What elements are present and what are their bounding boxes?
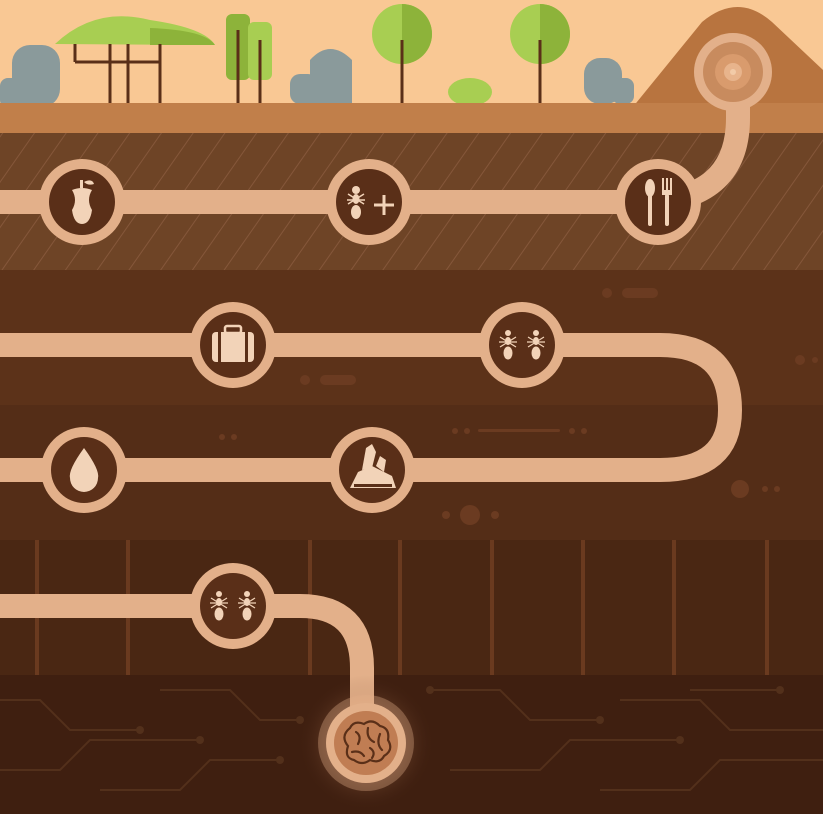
ant-pair-node-2[interactable] (190, 563, 276, 649)
rock (612, 78, 634, 104)
acacia-tree-shadow (150, 28, 215, 45)
suitcase-icon (212, 324, 254, 362)
apple-core-icon (72, 180, 94, 224)
ant-pair-node-1[interactable] (479, 302, 565, 388)
storage-node[interactable] (190, 302, 276, 388)
bush (448, 78, 492, 106)
acacia-trunk (73, 44, 162, 103)
ground-top-strip (0, 103, 823, 133)
surface-vegetation (0, 4, 634, 108)
rock (290, 74, 318, 104)
circuit-lines (0, 689, 823, 791)
dining-node[interactable] (615, 159, 701, 245)
minerals-node[interactable] (329, 427, 415, 513)
ant-plus-node[interactable] (326, 159, 412, 245)
brain-icon (343, 720, 392, 765)
fork-spoon-icon (645, 178, 672, 226)
rock (0, 78, 20, 108)
water-drop-icon (69, 448, 99, 492)
two-ants-icon (210, 591, 256, 621)
ant-plus-icon (347, 186, 394, 219)
nest-entrance-node[interactable] (694, 33, 772, 111)
food-node[interactable] (39, 159, 125, 245)
rock (310, 49, 352, 103)
soil-speckles (219, 288, 818, 525)
brain-node[interactable] (298, 675, 434, 811)
crystal-rock-icon (350, 444, 396, 488)
rock (12, 45, 60, 107)
water-node[interactable] (41, 427, 127, 513)
two-ants-icon (499, 330, 545, 360)
